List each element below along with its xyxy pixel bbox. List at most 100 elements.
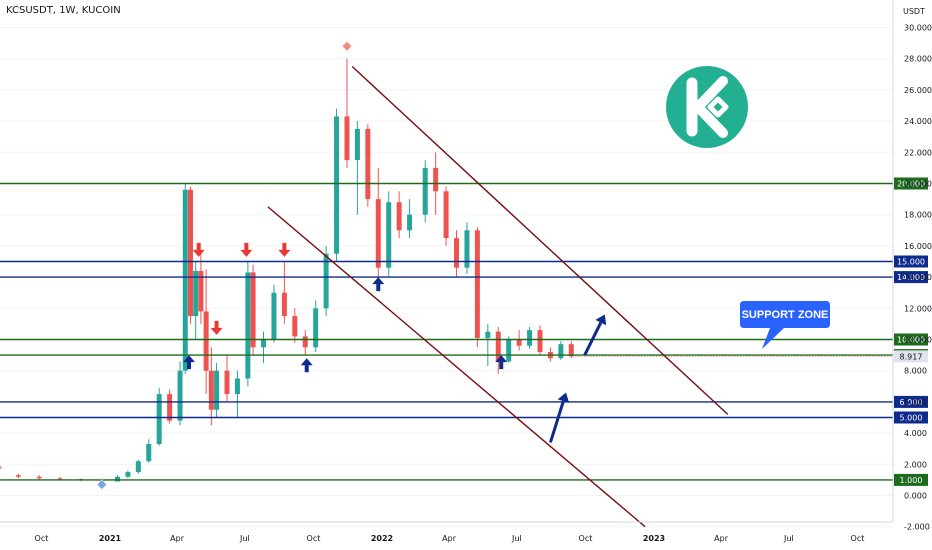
candle (135, 459, 141, 474)
candle-series (15, 58, 574, 484)
channel-upper-line[interactable] (351, 65, 729, 415)
red-down-arrow-icon (278, 242, 291, 257)
candle (146, 439, 152, 463)
candle (167, 389, 173, 424)
time-tick-label: Oct (307, 534, 321, 543)
horizontal-levels: 20.00015.00014.00010.0009.0006.0005.0001… (0, 177, 928, 486)
signal-markers (0, 40, 607, 491)
time-tick-label: 2022 (371, 534, 393, 543)
price-tick-label: 20.000 (904, 180, 932, 189)
red-down-arrow-icon (240, 242, 253, 257)
price-tick-label: 2.000 (904, 460, 927, 469)
candle (182, 183, 188, 374)
candle (495, 327, 501, 374)
time-tick-label: Jul (239, 534, 250, 543)
time-tick-label: Jul (783, 534, 794, 543)
candle (386, 191, 392, 278)
price-tick-label: 6.000 (904, 398, 927, 407)
price-tick-label: 24.000 (904, 117, 932, 126)
candle (36, 475, 42, 480)
price-tick-label: 28.000 (904, 55, 932, 64)
candle (302, 330, 308, 356)
candle (506, 336, 512, 363)
level-badge (894, 333, 928, 346)
exchange-label: KUCOIN (81, 5, 121, 16)
price-tick-label: 0.000 (904, 492, 927, 501)
time-tick-label: Apr (442, 534, 457, 543)
candle (334, 108, 340, 262)
candle (208, 347, 214, 426)
chart-header: KCSUSDT, 1W, KUCOIN (6, 5, 121, 16)
currency-label: USDT (903, 7, 925, 16)
price-axis[interactable]: 30.000 28.000 26.000 24.000 22.000 20.000 18.0… (904, 24, 932, 532)
candle (344, 58, 350, 168)
blue-up-arrow-icon (495, 355, 508, 370)
time-tick-label: Jul (511, 534, 522, 543)
candle (547, 347, 553, 362)
candle (422, 160, 428, 223)
candle (177, 361, 183, 426)
candle (261, 331, 267, 363)
candle (281, 261, 287, 324)
blue-up-arrow-icon (372, 277, 385, 292)
price-tick-label: 12.000 (904, 304, 932, 313)
candle (224, 355, 230, 402)
candle (292, 308, 298, 343)
candle (485, 323, 491, 367)
time-tick-label: Apr (170, 534, 185, 543)
support-zone-label: SUPPORT ZONE (742, 309, 829, 321)
candle (527, 327, 533, 349)
price-tick-label: -2.000 (904, 523, 930, 532)
candle (198, 252, 204, 324)
current-price-label: 8.917 (900, 352, 923, 361)
candle (454, 230, 460, 278)
current-price-badge (894, 350, 928, 363)
candle (323, 245, 329, 317)
level-label: 20.000 (897, 180, 925, 189)
candle (250, 264, 256, 356)
support-zone-callout: SUPPORT ZONE (740, 301, 830, 349)
time-tick-label: Apr (714, 534, 729, 543)
time-axis[interactable]: Oct 2021 Apr Jul Oct 2022 Apr Jul Oct 2023 Apr Jul O… (35, 534, 865, 543)
blue-up-arrow-icon (182, 355, 195, 370)
level-badge (894, 473, 928, 486)
symbol-label: KCSUSDT (6, 5, 53, 16)
blue-up-arrow-icon (300, 358, 313, 373)
price-tick-label: 22.000 (904, 148, 932, 157)
candle (313, 300, 319, 352)
time-tick-label: Oct (579, 534, 593, 543)
candle (187, 186, 193, 324)
candle (234, 370, 240, 418)
arrow-head (595, 314, 607, 326)
blue-diagonal-arrow-icon (583, 321, 603, 356)
candle (354, 121, 360, 215)
level-badge (894, 255, 928, 268)
candle (474, 227, 480, 348)
candle (214, 362, 220, 418)
kucoin-logo-icon (666, 66, 748, 148)
level-badge (894, 177, 928, 190)
candle (537, 325, 543, 356)
candle (396, 191, 402, 239)
price-tick-label: 10.000 (904, 336, 932, 345)
red-down-arrow-icon (210, 320, 223, 335)
red-down-arrow-icon (192, 242, 205, 257)
level-badge (894, 271, 928, 284)
candle (558, 341, 564, 360)
descending-channel (267, 65, 729, 528)
time-tick-label: 2021 (99, 534, 122, 543)
channel-lower-line[interactable] (267, 206, 646, 528)
candle (15, 473, 21, 479)
level-label: 15.000 (897, 258, 925, 267)
level-label: 10.000 (897, 336, 925, 345)
time-tick-label: 2023 (643, 534, 665, 543)
candle (516, 330, 522, 351)
price-tick-label: 8.000 (904, 367, 927, 376)
level-label: 1.000 (900, 476, 923, 485)
candle (375, 167, 381, 278)
low-diamond-icon (96, 479, 108, 491)
candle (203, 269, 209, 395)
candle (443, 186, 449, 246)
level-label: 6.000 (900, 398, 923, 407)
